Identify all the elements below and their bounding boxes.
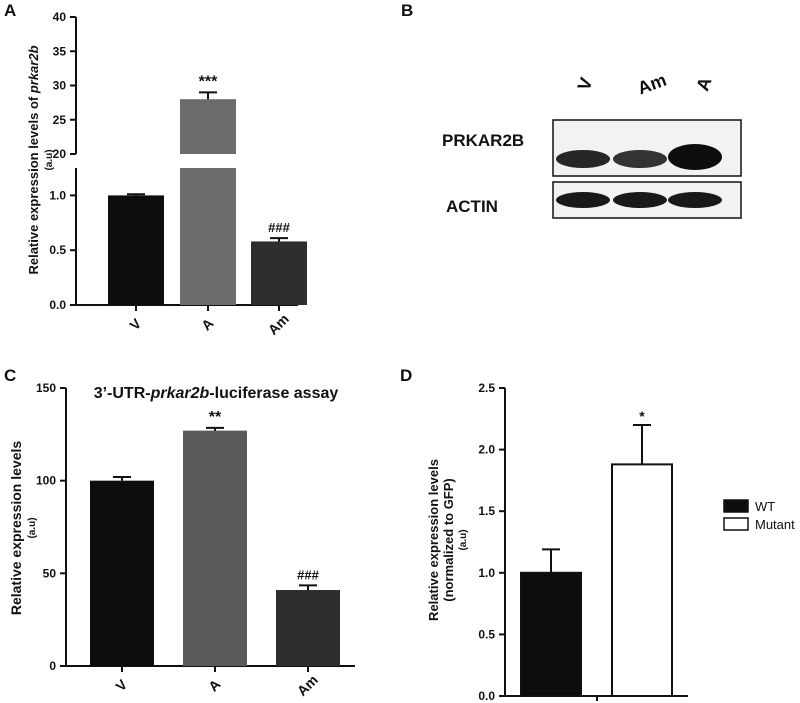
- panel-d-y-tick-label: 1.5: [478, 504, 495, 518]
- blot-lane-label-a: A: [692, 74, 715, 93]
- panel-a-x-tick-label: V: [126, 315, 144, 333]
- panel-c-bar-v-error: [113, 475, 131, 481]
- panel-d-bar-wt-error: [542, 548, 560, 573]
- panel-a-x-tick-label: Am: [265, 311, 292, 338]
- panel-d-y-tick-label: 0.0: [478, 689, 495, 703]
- panel-a-y-tick-label: 25: [53, 113, 67, 127]
- panel-letter-b: B: [401, 1, 413, 20]
- panel-c-y-tick-label: 0: [49, 659, 56, 673]
- panel-a-bar-a-significance: ***: [199, 73, 218, 90]
- panel-c-y-axis-unit: (a.u): [27, 517, 38, 538]
- panel-c-y-tick-label: 100: [36, 474, 56, 488]
- blot-band: [668, 192, 722, 208]
- panel-d-y-tick-label: 0.5: [478, 627, 495, 641]
- panel-d-y-tick-label: 2.5: [478, 381, 495, 395]
- legend-swatch-mutant: [723, 517, 749, 531]
- blot-band: [556, 192, 610, 208]
- panel-c-bar-am-error: [299, 584, 317, 591]
- panel-a-bar-am-error: [270, 237, 288, 242]
- panel-c-bar-a-error: [206, 426, 224, 431]
- panel-a-bar-a-lower: [180, 168, 236, 305]
- panel-a-y-tick-label: 1.0: [49, 188, 66, 202]
- blot-band: [668, 144, 722, 170]
- panel-d-bar-mutant-significance: *: [639, 408, 645, 424]
- panel-a-y-axis-unit: (a.u): [44, 149, 55, 170]
- panel-a-bar-am-significance: ###: [268, 220, 290, 235]
- panel-c-title: 3’-UTR-prkar2b-luciferase assay: [94, 385, 339, 402]
- panel-a-bar-v-error: [127, 193, 145, 196]
- panel-d-y-axis-title: Relative expression levels: [426, 459, 441, 621]
- panel-a-bar-v: [108, 195, 164, 305]
- panel-d-y-tick-label: 1.0: [478, 566, 495, 580]
- panel-a-y-tick-label: 35: [53, 44, 67, 58]
- panel-letter-d: D: [400, 366, 412, 385]
- panel-d-y-axis-subtitle: (normalized to GFP): [441, 478, 456, 602]
- panel-a-y-tick-label: 40: [53, 10, 67, 24]
- panel-a-y-tick-label: 0.5: [49, 243, 66, 257]
- panel-c-bar-a-significance: **: [209, 409, 222, 426]
- blot-lane-label-v: V: [574, 75, 597, 93]
- panel-d-bar-mutant-error: [633, 423, 651, 465]
- panel-c-bar-a: [183, 430, 247, 666]
- blot-band: [613, 150, 667, 168]
- panel-letter-a: A: [4, 1, 16, 20]
- panel-c-y-tick-label: 50: [43, 566, 57, 580]
- panel-c-y-tick-label: 150: [36, 381, 56, 395]
- blot-band: [556, 150, 610, 168]
- panel-letter-c: C: [4, 366, 16, 385]
- blot-band: [613, 192, 667, 208]
- panel-d-y-tick-label: 2.0: [478, 443, 495, 457]
- panel-d-y-axis-unit: (a.u): [458, 529, 469, 550]
- panel-a-x-tick-label: A: [198, 315, 216, 333]
- legend-label-mutant: Mutant: [755, 517, 795, 532]
- panel-c-bar-am: [276, 590, 340, 666]
- panel-a-bar-a-upper: [180, 99, 236, 154]
- legend-label-wt: WT: [755, 499, 775, 514]
- panel-a-bar-am: [251, 241, 307, 305]
- panel-d-bar-mutant: [611, 463, 673, 697]
- panel-c-x-tick-label: Am: [294, 672, 321, 699]
- legend-swatch-wt: [723, 499, 749, 513]
- panel-a-y-tick-label: 30: [53, 79, 67, 93]
- panel-a-y-axis-title: Relative expression levels of prkar2b: [26, 45, 41, 274]
- panel-d-bar-wt: [520, 571, 582, 697]
- panel-c-x-tick-label: A: [205, 676, 223, 694]
- panel-c-y-axis-title: Relative expression levels: [8, 441, 24, 616]
- panel-a-bar-a-error: [199, 91, 217, 100]
- panel-c-x-tick-label: V: [112, 676, 130, 694]
- blot-lane-label-am: Am: [635, 70, 669, 99]
- blot-row-label-prkar2b: PRKAR2B: [442, 131, 524, 150]
- blot-row-label-actin: ACTIN: [446, 197, 498, 216]
- panel-a-y-tick-label: 20: [53, 147, 67, 161]
- panel-c-bar-am-significance: ###: [297, 567, 319, 582]
- panel-a-y-tick-label: 0.0: [49, 298, 66, 312]
- panel-c-bar-v: [90, 480, 154, 666]
